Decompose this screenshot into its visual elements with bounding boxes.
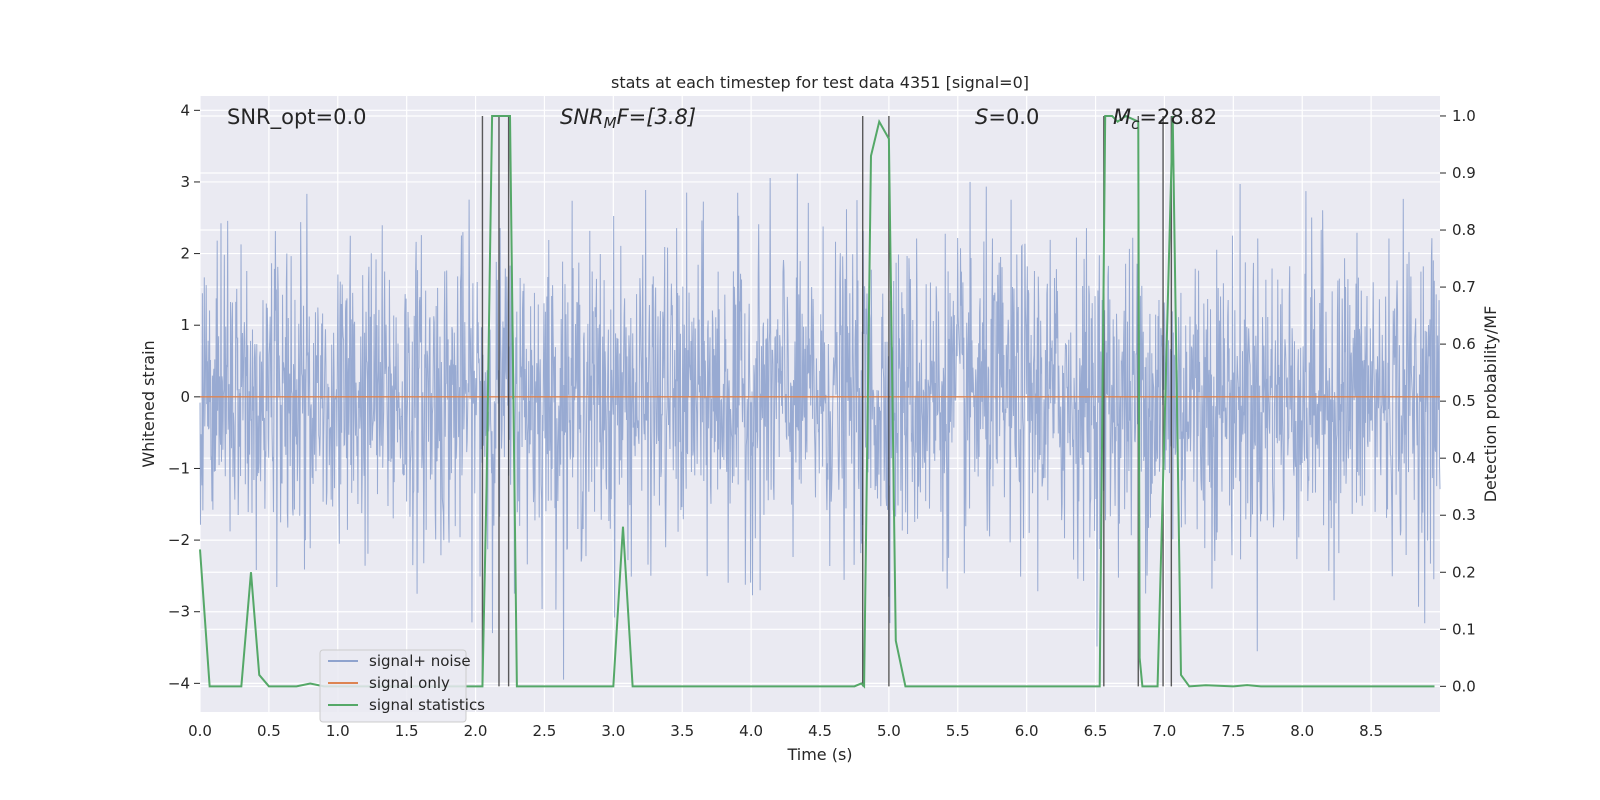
annotation-mc: Mc=28.82	[1113, 105, 1217, 133]
annotation-s-rest: =0.0	[988, 105, 1039, 129]
annotation-snr-opt: SNR_opt=0.0	[227, 105, 367, 130]
x-tick-label: 2.5	[533, 722, 557, 740]
annotation-mc-sub: c	[1131, 115, 1140, 133]
x-tick-label: 1.0	[326, 722, 350, 740]
x-tick-label: 8.0	[1290, 722, 1314, 740]
annotation-s-main: S	[975, 105, 988, 129]
x-tick-label: 6.0	[1015, 722, 1039, 740]
x-tick-labels: 0.0 0.5 1.0 1.5 2.0 2.5 3.0 3.5 4.0 4.5 5.0 5.5 6.0 6…	[188, 722, 1383, 740]
x-tick-label: 5.5	[946, 722, 970, 740]
annotation-mc-rest: =28.82	[1139, 105, 1217, 129]
x-tick-label: 6.5	[1084, 722, 1108, 740]
annotation-snr-mf-rest: F=[3.8]	[617, 105, 696, 129]
signal-statistics-series	[199, 114, 1435, 689]
legend: signal+ noise signal only signal statist…	[319, 649, 485, 723]
x-tick-label: 0.5	[257, 722, 281, 740]
chart-title: stats at each timestep for test data 435…	[611, 73, 1029, 92]
annotation-snr-mf-main: SNR	[560, 105, 604, 129]
y-tick-label-right: 0.7	[1452, 278, 1476, 296]
y-tick-label-right: 0.0	[1452, 677, 1476, 695]
y-tick-labels-right: 0.0 0.1 0.2 0.3 0.4 0.5 0.6 0.7 0.8 0.9 1.0	[1440, 107, 1476, 695]
x-tick-label: 4.5	[808, 722, 832, 740]
y-tick-label: 3	[180, 173, 190, 191]
signal-noise-line	[199, 173, 1441, 680]
legend-label-noise: signal+ noise	[369, 652, 471, 670]
y-tick-label-right: 0.1	[1452, 620, 1476, 638]
annotation-s: S=0.0	[975, 105, 1039, 129]
y-axis-label-right: Detection probability/MF	[1481, 306, 1500, 503]
signal-statistics-line	[199, 114, 1435, 689]
y-tick-label: −1	[168, 459, 190, 477]
y-tick-label: 4	[180, 101, 190, 119]
x-tick-label: 2.0	[464, 722, 488, 740]
y-axis-label: Whitened strain	[139, 340, 158, 467]
x-tick-label: 7.5	[1221, 722, 1245, 740]
x-tick-label: 4.0	[739, 722, 763, 740]
x-tick-label: 7.0	[1153, 722, 1177, 740]
legend-label-signal-only: signal only	[369, 674, 450, 692]
y-tick-label: 2	[180, 245, 190, 263]
y-tick-label-right: 0.9	[1452, 164, 1476, 182]
x-tick-label: 0.0	[188, 722, 212, 740]
legend-label-statistics: signal statistics	[369, 696, 485, 714]
annotation-mc-main: M	[1113, 105, 1131, 129]
y-tick-label-right: 0.3	[1452, 506, 1476, 524]
y-tick-label: −3	[168, 603, 190, 621]
y-tick-label: 0	[180, 388, 190, 406]
annotation-snr-mf: SNRMF=[3.8]	[560, 105, 696, 132]
annotation-snr-mf-sub: M	[604, 114, 617, 132]
signal-noise-series	[199, 173, 1441, 680]
x-axis-label: Time (s)	[786, 745, 852, 764]
y-tick-label-right: 1.0	[1452, 107, 1476, 125]
y-tick-label-right: 0.5	[1452, 392, 1476, 410]
y-tick-labels: −4 −3 −2 −1 0 1 2 3 4	[168, 101, 200, 692]
x-tick-label: 1.5	[395, 722, 419, 740]
x-tick-label: 8.5	[1359, 722, 1383, 740]
y-tick-label: 1	[180, 316, 190, 334]
y-tick-label-right: 0.2	[1452, 563, 1476, 581]
y-tick-label: −2	[168, 531, 190, 549]
y-tick-label-right: 0.6	[1452, 335, 1476, 353]
y-tick-label-right: 0.8	[1452, 221, 1476, 239]
x-tick-label: 3.0	[601, 722, 625, 740]
y-tick-label-right: 0.4	[1452, 449, 1476, 467]
y-tick-label: −4	[168, 674, 190, 692]
x-tick-label: 5.0	[877, 722, 901, 740]
x-tick-label: 3.5	[670, 722, 694, 740]
